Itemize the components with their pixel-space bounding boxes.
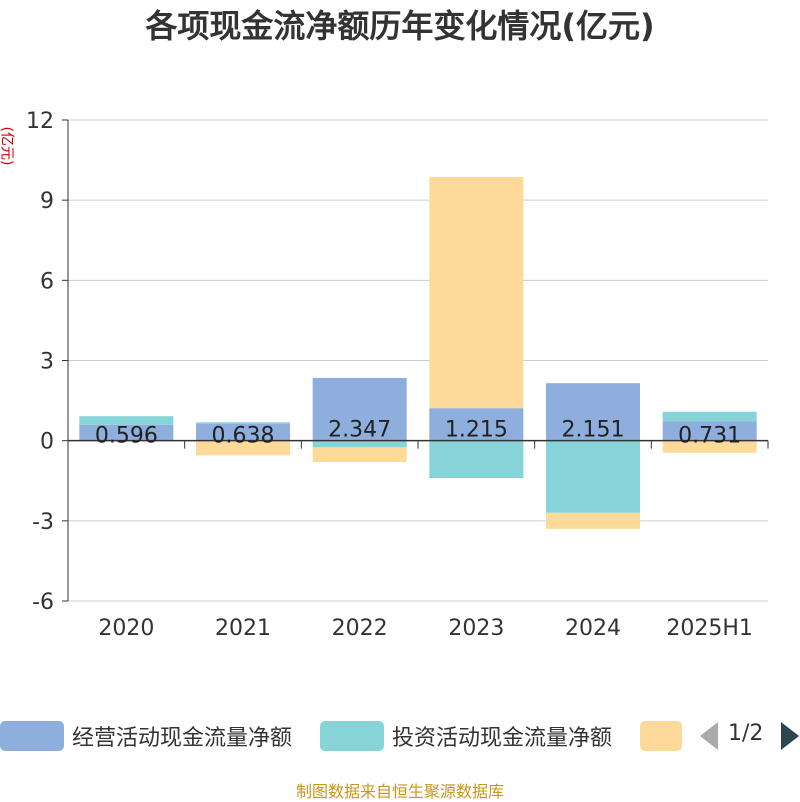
y-tick-label: -3 [32,510,54,535]
chart-title: 各项现金流净额历年变化情况(亿元) [145,7,655,45]
bar-segment-2024-s1 [546,440,640,513]
data-label-2020: 0.596 [95,424,158,449]
data-labels: 0.596 0.638 2.347 1.215 2.151 0.731 [95,418,741,449]
legend-swatch-investing [320,721,384,751]
y-tick-label: 12 [26,109,54,134]
gridlines [68,119,768,602]
legend-prev-page-icon[interactable] [700,722,718,750]
bar-segment-2020-s0 [79,424,174,441]
bar-segment-2024-s2 [546,512,640,529]
legend-label-operating: 经营活动现金流量净额 [72,726,293,751]
legend: 经营活动现金流量净额 投资活动现金流量净额 [0,716,800,756]
x-tick-label: 2020 [98,616,154,641]
bar-segment-2025H1-s0 [662,421,757,441]
bar-segment-2021-s0 [196,423,290,441]
bar-segment-2021-s2 [196,440,290,456]
bar-segment-2023-s2 [429,177,524,409]
legend-item-investing[interactable]: 投资活动现金流量净额 [320,716,612,756]
legend-page-indicator: 1/2 [728,721,764,746]
data-label-2023: 1.215 [445,418,508,443]
x-tick-label: 2022 [332,616,388,641]
legend-item-financing[interactable] [640,716,690,756]
y-tick-label: 9 [40,189,54,214]
y-tick-label: 6 [40,269,54,294]
x-tick-label: 2021 [215,616,271,641]
legend-label-investing: 投资活动现金流量净额 [392,726,613,751]
axes: 12 9 6 3 0 -3 -6 2020 2021 2022 2023 2024 2025H1 [26,109,769,641]
bar-segment-2025H1-s1 [662,411,757,422]
bar-segment-2021-s1 [196,422,290,424]
chart-plot-area: 12 9 6 3 0 -3 -6 2020 2021 2022 2023 2024 2025H1 0.5… [26,109,769,641]
bar-segment-2023-s1 [429,440,524,479]
y-tick-label: 0 [40,430,54,455]
x-tick-label: 2025H1 [666,616,753,641]
legend-next-page-icon[interactable] [781,722,799,750]
bar-segment-2020-s1 [79,416,174,425]
y-tick-label: -6 [32,590,54,615]
bar-segment-2024-s0 [546,383,640,441]
data-source-note: 制图数据来自恒生聚源数据库 [295,782,504,801]
bar-segment-2022-s2 [312,447,407,463]
legend-swatch-financing [640,721,682,751]
bar-segment-2022-s0 [312,377,407,441]
legend-item-operating[interactable]: 经营活动现金流量净额 [0,716,292,756]
bar-segment-2023-s0 [429,408,524,441]
x-tick-label: 2023 [448,616,504,641]
bar-segment-2025H1-s2 [662,440,757,453]
data-label-2025H1: 0.731 [678,424,741,449]
y-tick-label: 3 [40,350,54,375]
data-label-2021: 0.638 [212,424,275,449]
bars [79,177,757,529]
data-label-2024: 2.151 [562,418,625,443]
x-tick-label: 2024 [565,616,621,641]
bar-segment-2022-s1 [312,440,407,448]
legend-swatch-operating [0,721,64,751]
data-label-2022: 2.347 [328,418,391,443]
